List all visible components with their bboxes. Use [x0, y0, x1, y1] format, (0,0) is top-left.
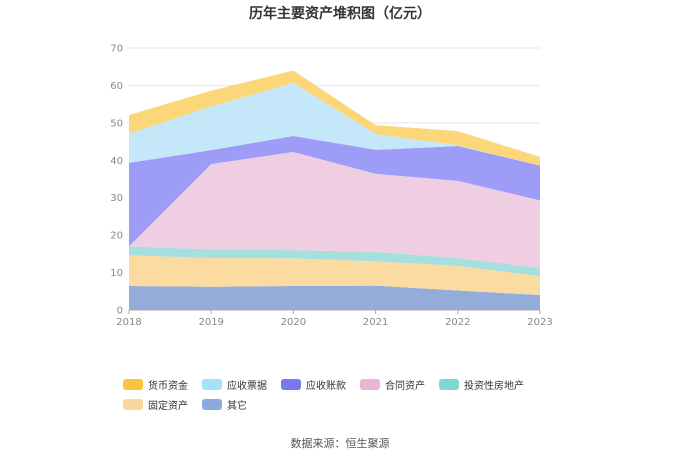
- area-应收票据: [129, 82, 540, 166]
- legend-label: 投资性房地产: [464, 380, 524, 392]
- x-tick-label: 2021: [363, 317, 388, 328]
- x-tick-label: 2023: [527, 317, 552, 328]
- area-series-group: [129, 70, 540, 310]
- y-tick-label: 70: [110, 44, 123, 55]
- y-tick-label: 0: [117, 306, 123, 317]
- legend-swatch: [202, 378, 222, 390]
- legend-label: 合同资产: [385, 380, 425, 392]
- legend-item[interactable]: 应收账款: [281, 377, 346, 392]
- area-货币资金: [129, 70, 540, 166]
- chart-title: 历年主要资产堆积图（亿元）: [249, 6, 431, 22]
- legend-swatch: [123, 398, 143, 410]
- legend-item[interactable]: 其它: [202, 397, 247, 412]
- legend-item[interactable]: 应收票据: [202, 377, 267, 392]
- legend-label: 货币资金: [148, 380, 188, 392]
- legend-swatch: [123, 378, 143, 390]
- x-tick-label: 2020: [281, 317, 306, 328]
- y-tick-label: 30: [110, 193, 123, 204]
- area-其它: [129, 285, 540, 310]
- legend-swatch: [281, 378, 301, 390]
- legend-item[interactable]: 合同资产: [360, 377, 425, 392]
- legend-label: 应收账款: [306, 380, 346, 392]
- legend-swatch: [439, 378, 459, 390]
- x-tick-label: 2019: [198, 317, 223, 328]
- legend-swatch: [360, 378, 380, 390]
- x-tick-label: 2022: [445, 317, 470, 328]
- stacked-area-chart: 0 10 20 30 40 50 60 70 2018 2019 2020 2021 2022 2023: [110, 44, 552, 329]
- y-tick-label: 60: [110, 81, 123, 92]
- x-tick-label: 2018: [116, 317, 141, 328]
- legend-swatch: [202, 398, 222, 410]
- area-投资性房地产: [129, 246, 540, 277]
- y-tick-label: 50: [110, 118, 123, 129]
- y-tick-label: 40: [110, 156, 123, 167]
- area-合同资产: [129, 152, 540, 269]
- y-tick-label: 10: [110, 268, 123, 279]
- area-固定资产: [129, 255, 540, 296]
- legend: 货币资金 应收票据 应收账款 合同资产 投资性房地产固定资产 其它: [123, 377, 583, 417]
- legend-label: 应收票据: [227, 380, 267, 392]
- y-tick-label: 20: [110, 231, 123, 242]
- data-source-note: 数据来源：恒生聚源: [290, 437, 390, 450]
- legend-label: 固定资产: [148, 400, 188, 412]
- legend-item[interactable]: 投资性房地产: [439, 377, 524, 392]
- legend-item[interactable]: 货币资金: [123, 377, 188, 392]
- legend-label: 其它: [227, 400, 247, 412]
- axes: 0 10 20 30 40 50 60 70 2018 2019 2020 2021 2022 2023: [110, 44, 552, 329]
- legend-item[interactable]: 固定资产: [123, 397, 188, 412]
- area-应收账款: [129, 135, 540, 247]
